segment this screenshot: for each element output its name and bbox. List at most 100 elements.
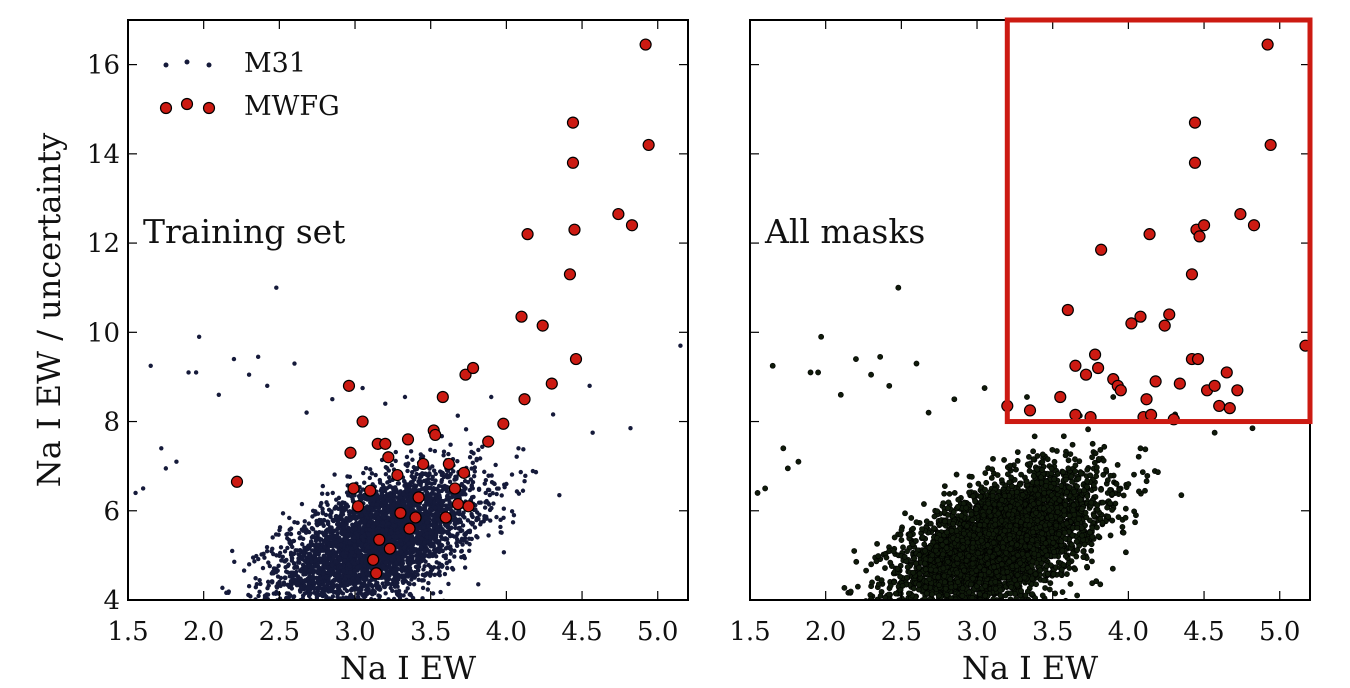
m31-point <box>386 475 392 480</box>
m31-point <box>318 608 322 612</box>
m31-point <box>478 522 483 527</box>
m31-point <box>346 601 350 605</box>
m31-point <box>437 542 442 548</box>
m31-point <box>945 608 950 613</box>
m31-point <box>348 570 353 575</box>
m31-point <box>373 472 378 478</box>
m31-point <box>442 571 448 577</box>
m31-point <box>309 548 315 553</box>
m31-point <box>467 455 473 460</box>
m31-point <box>590 430 595 435</box>
m31-point <box>285 610 289 614</box>
m31-point <box>366 506 371 512</box>
m31-point <box>493 462 498 468</box>
mwfg-point <box>356 415 369 428</box>
m31-point <box>396 588 402 594</box>
m31-point <box>460 523 466 528</box>
m31-point <box>373 545 378 550</box>
m31-point <box>375 529 381 534</box>
m31-point <box>360 526 365 532</box>
m31-point <box>426 502 431 507</box>
m31-point <box>356 573 361 578</box>
m31-point <box>336 573 341 579</box>
m31-point <box>428 541 434 546</box>
m31-point <box>486 533 491 538</box>
m31-point <box>306 554 312 559</box>
y-tick-label: 12 <box>87 229 120 259</box>
m31-point <box>431 468 437 473</box>
m31-point <box>317 537 323 543</box>
m31-point <box>313 509 318 514</box>
m31-point <box>469 513 475 518</box>
m31-point <box>520 488 526 493</box>
m31-point <box>357 524 362 530</box>
m31-point <box>305 576 310 582</box>
m31-point <box>468 520 474 525</box>
m31-point <box>309 565 314 570</box>
m31-point <box>326 576 331 582</box>
m31-point <box>329 602 333 606</box>
m31-point <box>310 574 316 579</box>
m31-point <box>471 473 477 479</box>
x-tick-label: 2.5 <box>259 617 300 647</box>
m31-point <box>275 608 279 612</box>
scatter-points <box>133 38 683 614</box>
m31-point <box>292 361 297 366</box>
m31-point <box>388 585 393 591</box>
m31-point <box>366 523 371 528</box>
m31-point <box>262 603 266 607</box>
m31-point <box>314 595 320 600</box>
m31-point <box>274 584 279 589</box>
m31-point <box>414 471 419 477</box>
m31-point <box>308 606 312 610</box>
m31-point <box>405 556 411 562</box>
m31-point <box>440 530 445 535</box>
m31-point <box>285 570 291 575</box>
mwfg-point <box>344 446 357 459</box>
m31-point <box>262 555 267 560</box>
m31-point <box>288 541 294 547</box>
mwfg-point <box>566 156 580 169</box>
mwfg-point <box>230 475 244 488</box>
m31-point <box>385 581 390 587</box>
m31-point <box>341 505 347 511</box>
m31-point <box>383 591 388 596</box>
m31-point <box>392 493 397 498</box>
m31-point <box>370 603 374 607</box>
m31-point <box>1067 451 1074 457</box>
m31-point <box>254 582 260 587</box>
m31-point <box>325 546 331 552</box>
m31-point <box>492 481 497 487</box>
m31-point <box>312 586 317 592</box>
m31-point <box>404 568 410 574</box>
m31-point <box>287 515 292 521</box>
m31-point <box>951 601 956 606</box>
m31-point <box>320 518 325 523</box>
m31-point <box>923 607 928 612</box>
m31-point <box>452 548 457 554</box>
m31-point <box>366 532 371 537</box>
m31-point <box>389 462 395 468</box>
m31-point <box>383 603 387 607</box>
m31-point <box>280 511 286 516</box>
m31-point <box>1132 519 1138 526</box>
m31-point <box>296 605 300 609</box>
m31-point <box>472 525 478 530</box>
m31-point <box>285 582 290 588</box>
m31-point <box>380 483 386 488</box>
m31-point <box>246 372 252 377</box>
m31-point <box>300 554 305 560</box>
plot-frame <box>127 19 689 601</box>
m31-point <box>294 565 300 570</box>
m31-point <box>322 584 327 589</box>
m31-point <box>875 610 880 615</box>
m31-point <box>306 521 312 526</box>
m31-point <box>476 447 481 453</box>
m31-point <box>557 492 562 498</box>
m31-point <box>274 285 279 290</box>
m31-point <box>436 505 442 511</box>
m31-point <box>388 499 393 504</box>
m31-point <box>433 549 438 554</box>
m31-point <box>349 546 355 552</box>
